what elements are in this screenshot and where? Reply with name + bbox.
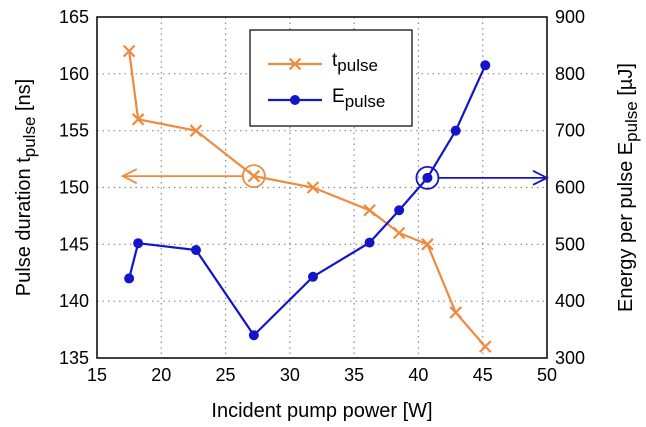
data-point-epulse-5 [364, 237, 375, 248]
annotation-arrow-head-0 [120, 168, 138, 184]
x-tick-label: 30 [280, 365, 300, 385]
y-axis-right-title-main: Energy per pulse E [615, 142, 637, 312]
legend-marker-tpulse [288, 57, 302, 71]
y-right-tick-label: 400 [555, 291, 585, 311]
data-point-tpulse-2 [189, 124, 203, 137]
y-left-tick-label: 165 [59, 7, 89, 27]
data-point-tpulse-9-stroke-b [479, 340, 492, 353]
y-left-tick-label: 160 [59, 64, 89, 84]
data-point-tpulse-2-stroke-b [189, 124, 203, 137]
data-point-epulse-2 [191, 245, 201, 256]
plot-frame [96, 16, 548, 359]
data-point-tpulse-0 [122, 44, 136, 58]
x-tick-label: 50 [537, 365, 557, 385]
y-right-tick-label: 700 [555, 121, 585, 141]
y-left-tick-label: 150 [59, 178, 89, 198]
x-axis-title: Incident pump power [W] [211, 400, 432, 422]
x-tick-label: 40 [408, 365, 428, 385]
y-left-tick-label: 145 [59, 234, 89, 254]
y-right-tick-label: 900 [555, 7, 585, 27]
y-right-tick-label: 300 [555, 348, 585, 368]
legend-marker-glyph-0 [288, 57, 302, 71]
data-point-epulse-7 [422, 172, 433, 183]
legend: tpulse Epulse [249, 29, 413, 127]
annotations [120, 164, 550, 190]
x-tick-label: 15 [87, 365, 107, 385]
data-point-epulse-8 [450, 125, 461, 136]
data-point-tpulse-5-stroke-b [363, 203, 376, 217]
y-axis-right-title: Energy per pulse Epulse [µJ] [615, 63, 641, 312]
legend-marker-glyph-1 [290, 95, 300, 105]
data-point-tpulse-6 [392, 226, 406, 240]
legend-marker-glyph-0-stroke-b [288, 57, 302, 71]
y-right-tick-label: 800 [555, 64, 585, 84]
legend-label-tpulse-sub: pulse [337, 56, 378, 75]
data-point-tpulse-0-stroke-b [122, 44, 136, 58]
legend-label-epulse: Epulse [332, 86, 385, 111]
y-axis-right-title-sub: pulse [622, 101, 641, 142]
y-axis-left-title: Pulse duration tpulse [ns] [13, 79, 39, 296]
data-point-tpulse-8-stroke-b [449, 306, 462, 319]
data-point-epulse-3 [248, 330, 259, 341]
series-line-tpulse [128, 50, 487, 348]
series [122, 44, 492, 353]
y-axis-right-title-unit: [µJ] [615, 63, 637, 101]
data-point-tpulse-6-stroke-b [392, 226, 406, 240]
x-tick-label: 20 [151, 365, 171, 385]
y-left-tick-label: 155 [59, 121, 89, 141]
data-point-epulse-1 [133, 238, 144, 249]
data-point-tpulse-7-stroke-b [421, 238, 434, 251]
data-point-epulse-9 [480, 60, 491, 71]
data-point-tpulse-8 [449, 306, 462, 319]
legend-label-epulse-main: E [332, 86, 345, 107]
data-point-tpulse-3 [247, 169, 261, 183]
data-point-epulse-6 [394, 205, 405, 216]
x-tick-label: 45 [473, 365, 493, 385]
tick-labels: 15 20 25 30 35 40 45 50 135 140 145 150 155 160 165 300… [59, 7, 585, 385]
legend-label-tpulse-main: t [332, 50, 338, 71]
data-point-tpulse-9 [479, 340, 492, 353]
legend-marker-epulse [290, 95, 300, 105]
legend-label-tpulse: tpulse [332, 50, 378, 75]
annotation-arrow-head-1 [532, 170, 550, 186]
legend-box [249, 29, 413, 127]
grid [97, 17, 547, 358]
y-axis-left-title-unit: [ns] [13, 79, 35, 117]
y-right-tick-label: 500 [555, 234, 585, 254]
y-axis-left-title-main: Pulse duration t [13, 157, 35, 296]
y-right-tick-label: 600 [555, 178, 585, 198]
x-tick-label: 25 [216, 365, 236, 385]
data-point-epulse-4 [308, 271, 318, 282]
legend-label-epulse-sub: pulse [345, 92, 386, 111]
data-point-tpulse-1 [131, 113, 145, 126]
y-left-tick-label: 140 [59, 291, 89, 311]
data-point-tpulse-1-stroke-b [131, 113, 145, 126]
x-tick-label: 35 [344, 365, 364, 385]
y-axis-left-title-sub: pulse [20, 117, 39, 158]
data-point-tpulse-7 [421, 238, 434, 251]
data-point-tpulse-3-stroke-b [247, 169, 261, 183]
y-left-tick-label: 135 [59, 348, 89, 368]
data-point-tpulse-5 [363, 203, 376, 217]
series-line-epulse [128, 64, 487, 337]
data-point-tpulse-4-stroke-b [306, 181, 320, 194]
data-point-tpulse-4 [306, 181, 320, 194]
data-point-epulse-0 [124, 273, 135, 284]
